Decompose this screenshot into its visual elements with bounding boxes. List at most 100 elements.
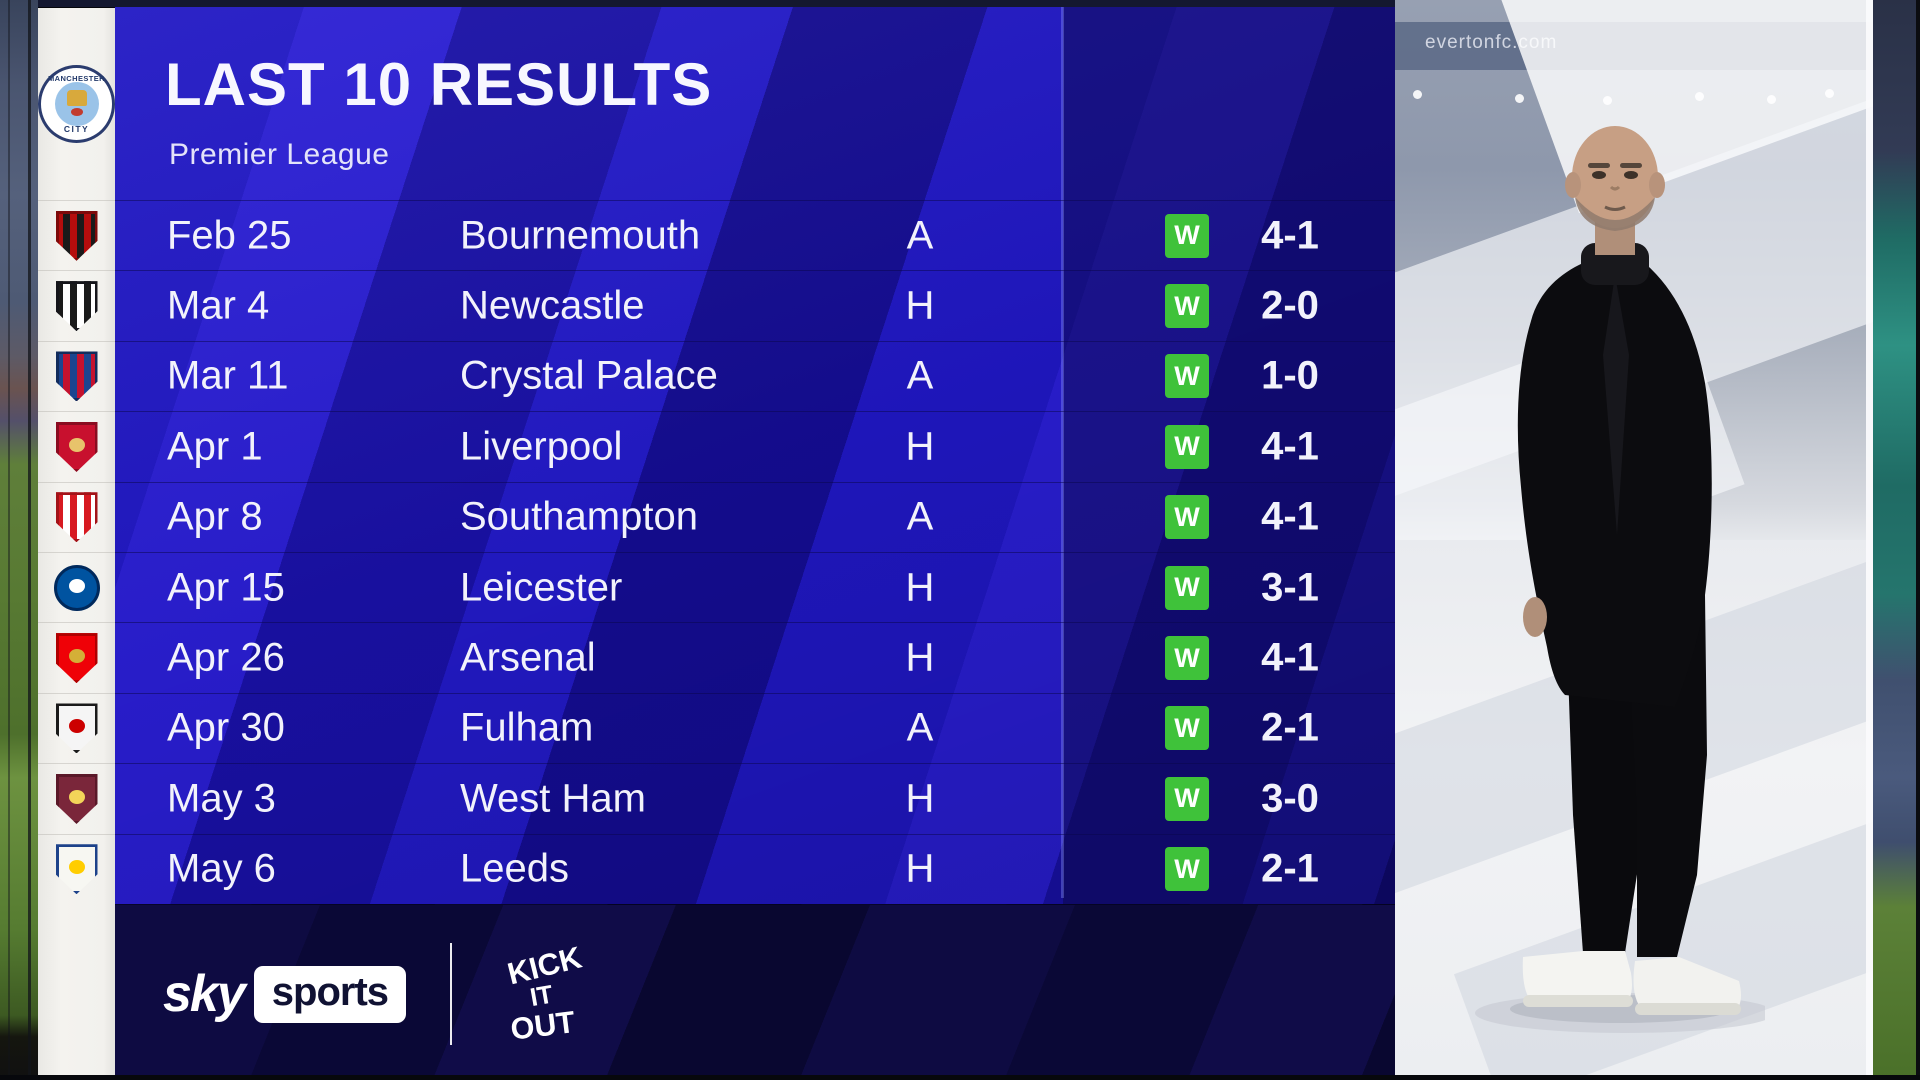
frame-black-edge [1916,0,1920,1080]
crest-crystal-palace-icon [38,340,115,411]
win-badge: W [1165,706,1209,751]
venue-indicator: A [906,213,934,258]
result-row: Feb 25 Bournemouth A W 4-1 [115,200,1395,270]
venue-indicator: H [905,283,935,328]
pep-guardiola-photo [1475,126,1765,1033]
win-badge: W [1165,495,1209,540]
match-score: 2-0 [1261,283,1319,328]
crest-fulham-icon [38,692,115,763]
competition-subtitle: Premier League [169,138,390,171]
venue-indicator: H [905,846,935,891]
win-badge: W [1165,213,1209,258]
crest-southampton-icon [38,481,115,552]
match-date: Mar 4 [167,283,270,328]
page-title: LAST 10 RESULTS [165,51,713,118]
branding-bar: sky sports KICK IT OUT [163,936,596,1052]
frame-top-edge [38,0,1395,7]
result-row: Apr 8 Southampton A W 4-1 [115,481,1395,552]
venue-indicator: H [905,635,935,680]
sky-logo-text: sky [163,965,246,1023]
badge-eagle-emblem [66,90,87,106]
match-date: Apr 26 [167,635,285,680]
results-panel: LAST 10 RESULTS Premier League Feb 25 Bo… [115,6,1395,1075]
opponent-name: Fulham [460,705,594,750]
match-score: 1-0 [1261,353,1319,398]
venue-indicator: H [905,565,935,610]
result-row: Apr 15 Leicester H W 3-1 [115,552,1395,622]
venue-indicator: A [906,705,934,750]
opponent-name: Leicester [460,565,623,610]
match-score: 3-1 [1261,565,1319,610]
match-date: May 3 [167,776,276,821]
crest-liverpool-icon [38,411,115,481]
match-score: 2-1 [1261,846,1319,891]
match-score: 4-1 [1261,424,1319,469]
badge-inner-circle [54,82,99,126]
sports-logo-text: sports [271,969,389,1014]
logo-divider [450,943,453,1045]
result-row: May 6 Leeds H W 2-1 [115,833,1395,904]
venue-indicator: H [905,776,935,821]
venue-indicator: A [906,494,934,539]
column-divider-line [1061,6,1064,898]
result-row: Mar 11 Crystal Palace A W 1-0 [115,340,1395,411]
crest-arsenal-icon [38,622,115,692]
svg-text:IT: IT [528,980,556,1012]
result-row: Mar 4 Newcastle H W 2-0 [115,270,1395,340]
result-row: Apr 1 Liverpool H W 4-1 [115,411,1395,481]
opponent-name: Arsenal [460,635,596,680]
sky-sports-box: sports [253,965,407,1023]
badge-text-top: MANCHESTER [48,74,105,83]
win-badge: W [1165,284,1209,329]
crest-leicester-icon [38,552,115,622]
crest-west-ham-icon [38,763,115,833]
match-score: 3-0 [1261,776,1319,821]
badge-text-bottom: CITY [63,124,90,134]
match-date: Mar 11 [167,353,289,398]
goal-post-line [28,0,31,1080]
crest-leeds-icon [38,833,115,904]
match-date: Apr 8 [167,494,263,539]
manchester-city-badge-icon: MANCHESTER CITY [38,65,115,143]
opponent-name: Southampton [460,494,698,539]
win-badge: W [1165,636,1209,681]
venue-indicator: A [906,353,934,398]
match-date: Apr 15 [167,565,285,610]
results-rows: Feb 25 Bournemouth A W 4-1 Mar 4 Newcast… [115,200,1395,905]
win-badge: W [1165,354,1209,399]
photo-panel: evertonfc.com [1395,0,1920,1080]
frame-bottom-edge [0,1075,1920,1080]
match-date: Apr 30 [167,705,285,750]
match-score: 4-1 [1261,213,1319,258]
match-date: Apr 1 [167,424,263,469]
stadium-scene-strip [1873,0,1916,1080]
frame-highlight-line [1866,0,1873,1080]
match-date: May 6 [167,846,276,891]
svg-text:OUT: OUT [509,1005,578,1047]
opponent-name: Bournemouth [460,213,701,258]
video-edge-left [0,0,38,1080]
score-column-shade [1063,6,1395,1075]
opponent-name: Liverpool [460,424,623,469]
result-row: Apr 26 Arsenal H W 4-1 [115,622,1395,692]
win-badge: W [1165,776,1209,821]
opponent-name: Newcastle [460,283,645,328]
crest-newcastle-icon [38,270,115,340]
team-badge-cell: MANCHESTER CITY [38,8,115,200]
video-edge-right [1866,0,1920,1080]
match-score: 4-1 [1261,494,1319,539]
win-badge: W [1165,424,1209,469]
kick-it-out-logo-icon: KICK IT OUT [504,941,585,1047]
opponent-name: Crystal Palace [460,353,718,398]
panel-shading [115,6,1395,1075]
crest-strip: MANCHESTER CITY [38,8,115,1075]
opponent-name: Leeds [460,846,569,891]
badge-rose-emblem [70,108,83,116]
match-score: 4-1 [1261,635,1319,680]
win-badge: W [1165,565,1209,610]
crest-bournemouth-icon [38,200,115,270]
match-score: 2-1 [1261,705,1319,750]
win-badge: W [1165,847,1209,892]
stand-rail-line [8,0,10,1080]
